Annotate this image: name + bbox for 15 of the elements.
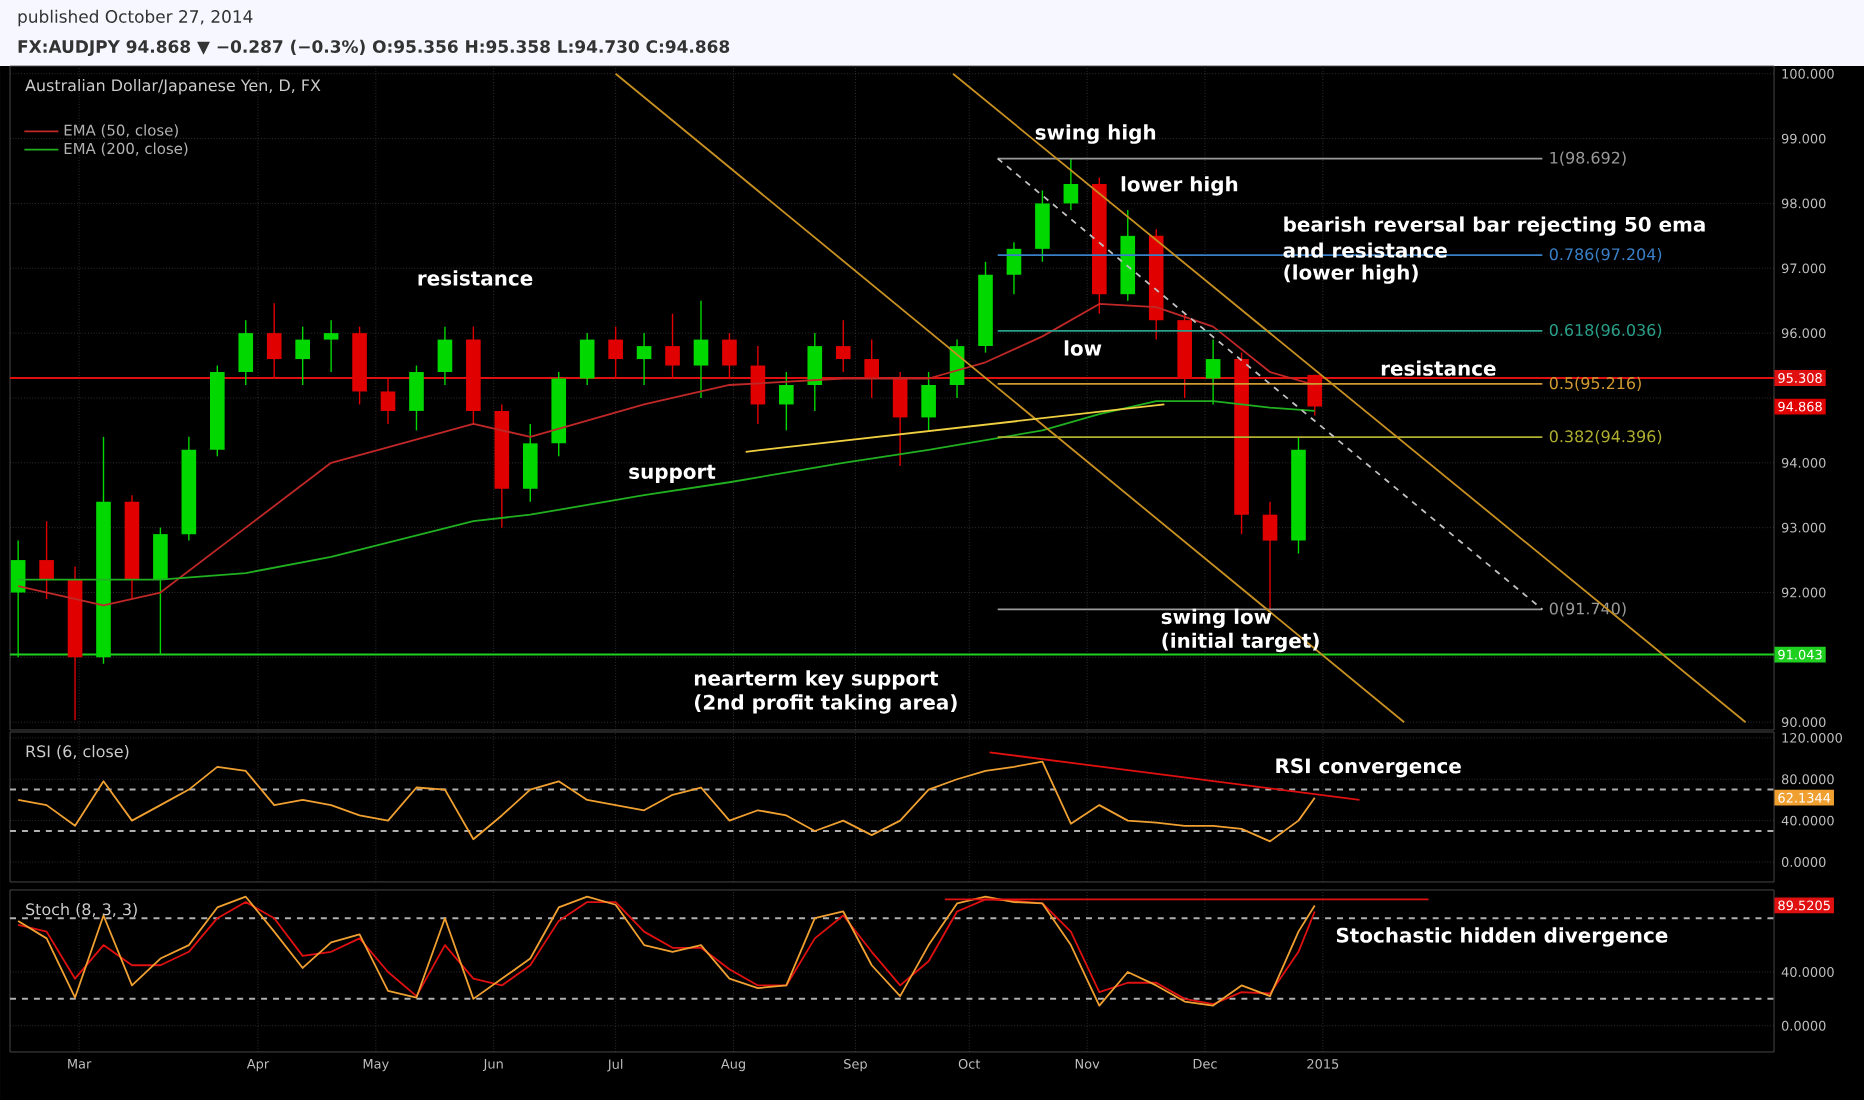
annotation: (2nd profit taking area)	[694, 694, 957, 714]
annotation: nearterm key support	[694, 670, 939, 690]
chart-subtitle: FX:AUDJPY 94.868 ▼ −0.287 (−0.3%) O:95.356 H:95.358 L:94.730 C:94.868	[18, 39, 730, 57]
annotation: support	[629, 464, 716, 483]
annotation: low	[1064, 340, 1102, 356]
annotation: lower high	[1121, 176, 1238, 196]
annotation: resistance	[1381, 360, 1496, 376]
annotation: bearish reversal bar rejecting 50 ema	[1284, 216, 1705, 236]
annotation: Stochastic hidden divergence	[1336, 927, 1668, 947]
annotation: RSI convergence	[1276, 758, 1461, 778]
text: published October 27, 2014	[18, 9, 253, 27]
annotation: swing high	[1035, 124, 1156, 144]
annotation: (lower high)	[1284, 264, 1418, 284]
annotation: swing low	[1161, 608, 1272, 629]
annotation: resistance	[418, 270, 533, 286]
